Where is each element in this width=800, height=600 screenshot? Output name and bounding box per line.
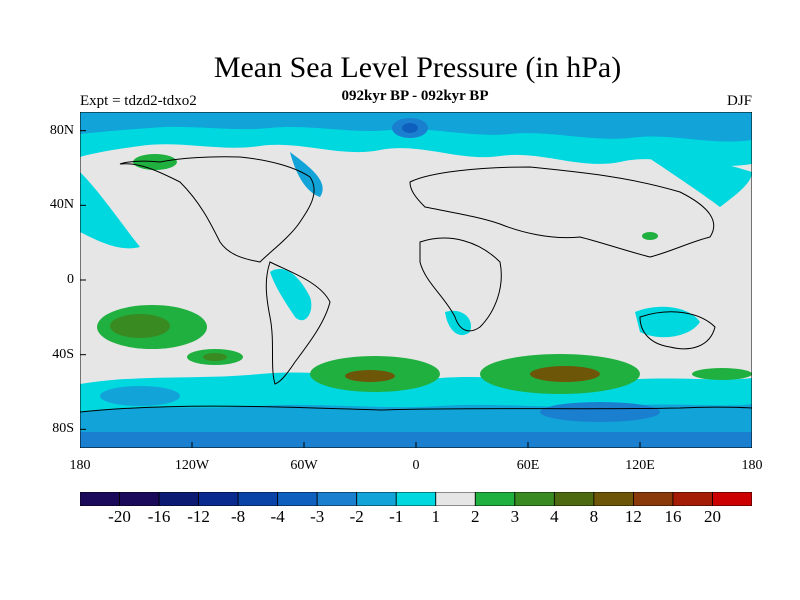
y-tick-marks xyxy=(80,130,86,430)
colorbar-box xyxy=(514,492,555,506)
pressure-anomaly-map xyxy=(80,112,752,448)
colorbar-box xyxy=(593,492,634,506)
colorbar-box xyxy=(633,492,674,506)
colorbar-label: 3 xyxy=(510,507,520,526)
colorbar-label: 12 xyxy=(624,507,642,526)
colorbar-box xyxy=(553,492,595,506)
colorbar-label: -3 xyxy=(310,507,325,526)
colorbar-label: 20 xyxy=(703,507,721,526)
colorbar-box xyxy=(395,492,437,506)
southern-negative-band xyxy=(80,372,752,448)
colorbar-box xyxy=(474,492,516,506)
negative-patches xyxy=(270,268,700,338)
y-tick-label: 80N xyxy=(49,122,74,138)
colorbar-box xyxy=(356,492,397,506)
x-tick-label: 120E xyxy=(625,458,655,473)
colorbar-label: 1 xyxy=(431,507,441,526)
colorbar-label: -16 xyxy=(147,507,171,526)
season-label: DJF xyxy=(726,93,752,109)
colorbar-box xyxy=(672,492,713,506)
colorbar-label: 16 xyxy=(664,507,682,526)
x-tick-label: 60W xyxy=(290,458,318,473)
x-tick-label: 180 xyxy=(69,458,91,473)
colorbar-label: 4 xyxy=(550,507,559,526)
y-tick-label: 40N xyxy=(49,197,74,213)
x-tick-label: 120W xyxy=(174,458,210,473)
x-tick-marks xyxy=(80,442,752,448)
experiment-label: Expt = tdzd2-tdxo2 xyxy=(80,93,197,109)
chart-title: Mean Sea Level Pressure (in hPa) xyxy=(213,51,622,84)
colorbar-box xyxy=(198,492,239,506)
colorbar-label: -4 xyxy=(270,507,285,526)
colorbar-box xyxy=(712,492,752,506)
positive-regions xyxy=(97,154,752,394)
colorbar-box xyxy=(80,492,120,506)
coastlines xyxy=(80,156,752,413)
colorbar-label: -12 xyxy=(187,507,210,526)
colorbar-box xyxy=(237,492,279,506)
x-tick-label: 0 xyxy=(412,458,420,473)
y-tick-label: 80S xyxy=(52,421,74,437)
colorbar-label: -20 xyxy=(108,507,131,526)
colorbar xyxy=(80,492,752,506)
colorbar-label: -1 xyxy=(389,507,404,526)
colorbar-label: 2 xyxy=(471,507,480,526)
colorbar-box xyxy=(316,492,358,506)
chart-subtitle: 092kyr BP - 092kyr BP xyxy=(341,88,489,104)
y-tick-label: 0 xyxy=(67,272,74,287)
x-tick-label: 60E xyxy=(516,458,540,473)
colorbar-box xyxy=(277,492,318,506)
x-tick-label: 180 xyxy=(741,458,763,473)
colorbar-box xyxy=(158,492,199,506)
colorbar-label: -8 xyxy=(231,507,246,526)
colorbar-label: 8 xyxy=(589,507,599,526)
colorbar-label: -2 xyxy=(349,507,364,526)
y-tick-label: 40S xyxy=(52,346,74,362)
colorbar-box xyxy=(435,492,476,506)
colorbar-box xyxy=(119,492,160,506)
northern-negative-band xyxy=(80,112,752,249)
